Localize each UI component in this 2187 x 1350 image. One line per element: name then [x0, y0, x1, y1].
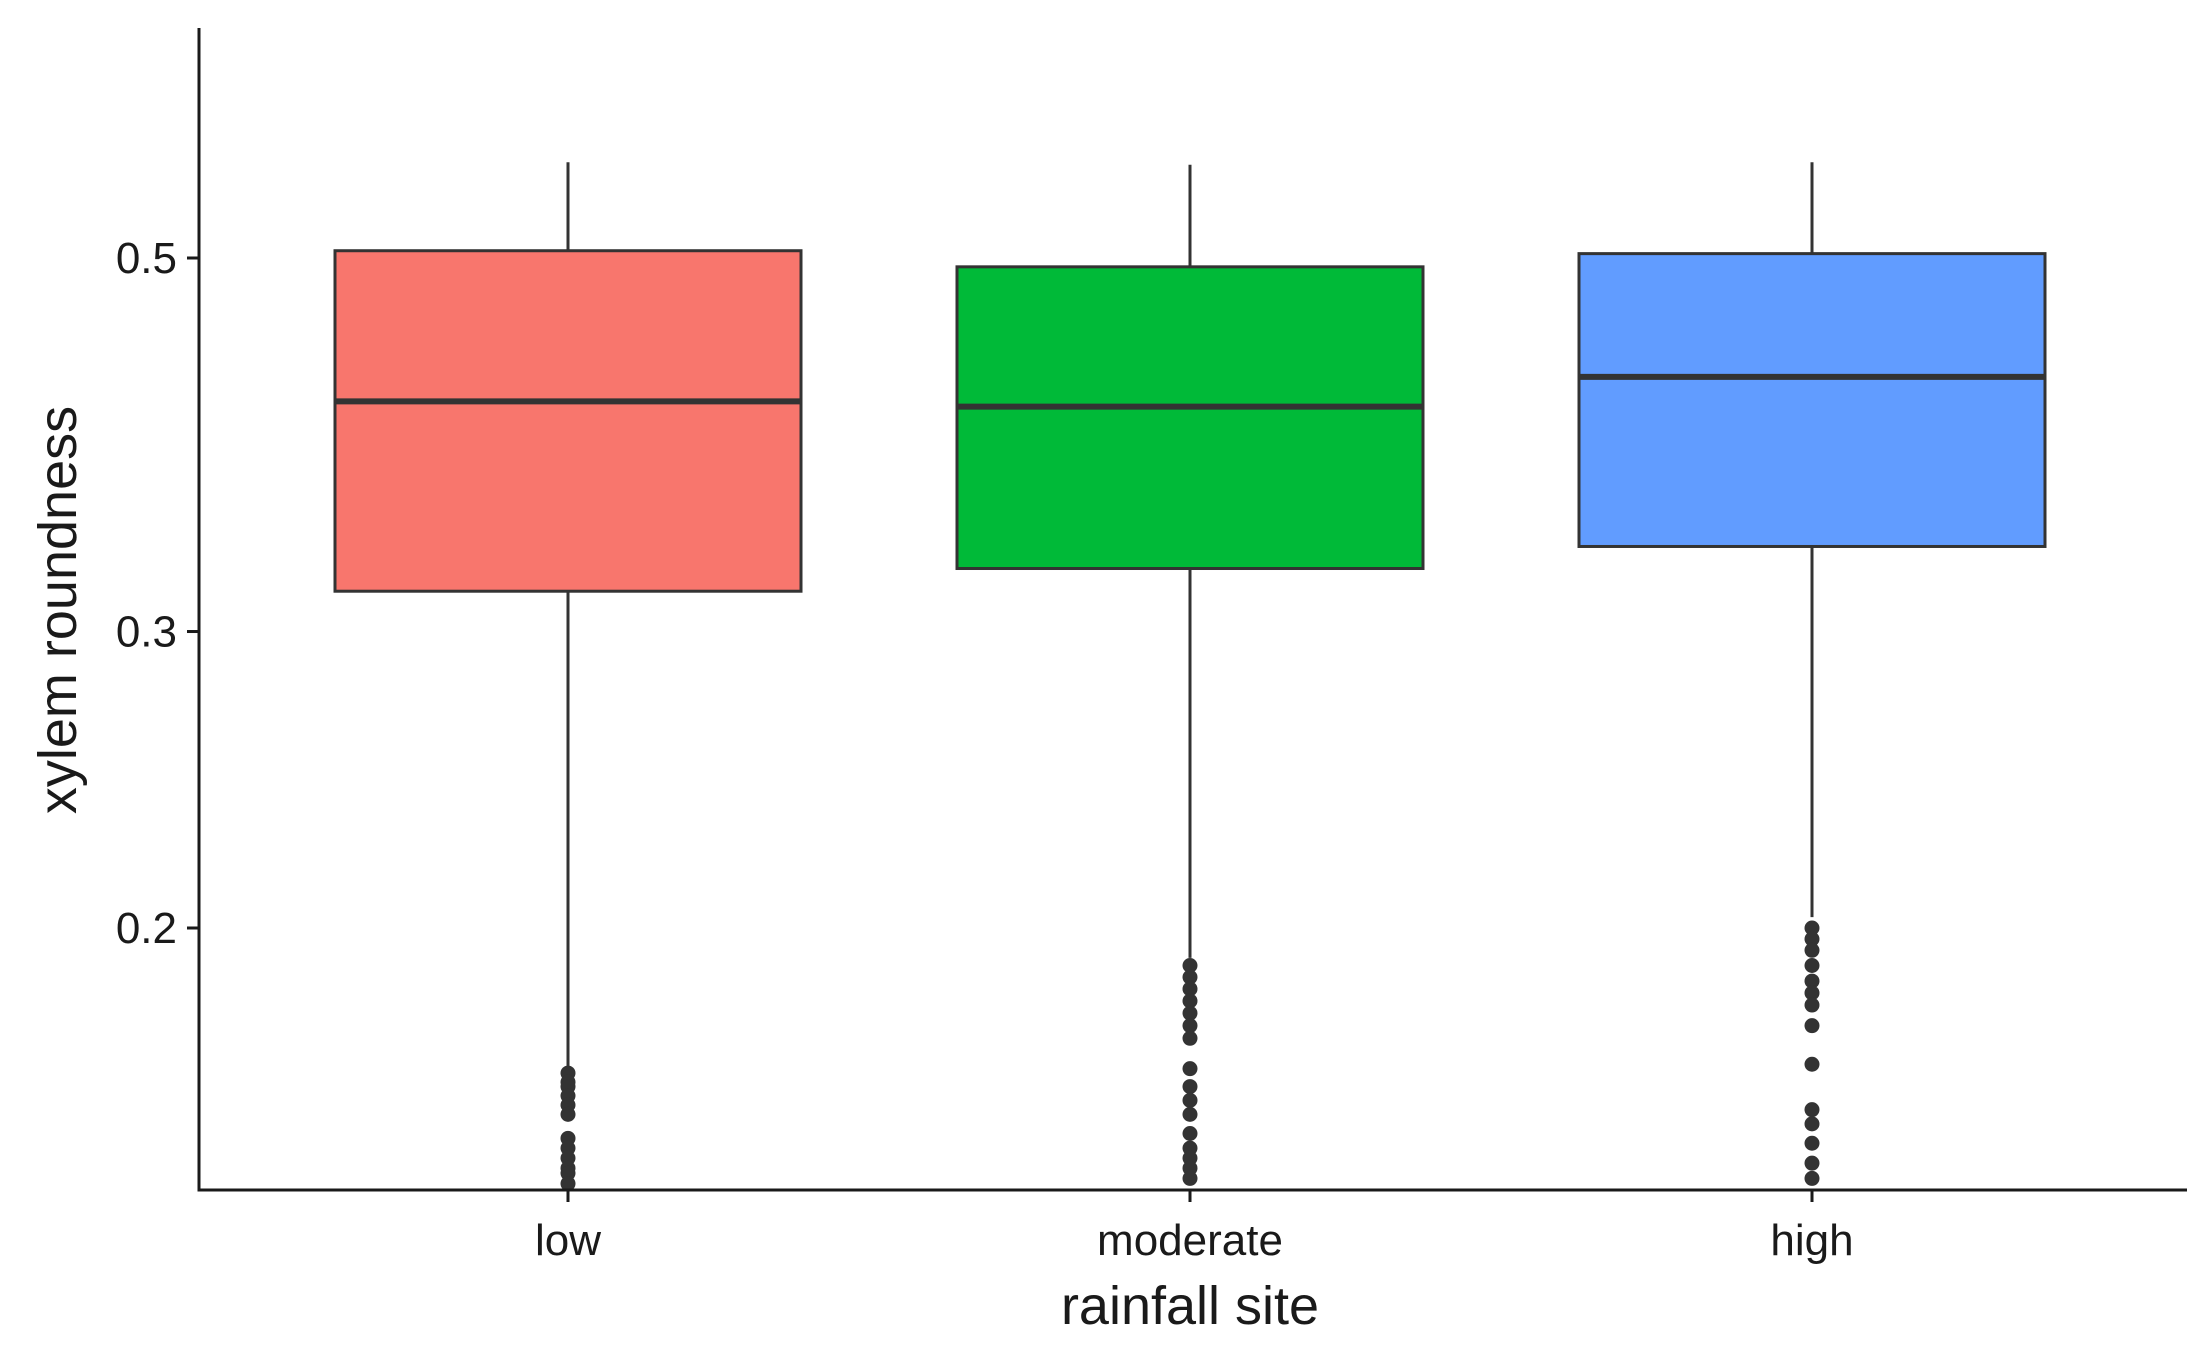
y-tick-label: 0.2: [116, 904, 177, 953]
x-axis-title: rainfall site: [1061, 1276, 1319, 1336]
x-tick-label: moderate: [1097, 1216, 1283, 1265]
outlier-point: [1804, 942, 1820, 958]
y-tick-label: 0.5: [116, 234, 177, 283]
outlier-point: [1804, 985, 1820, 1001]
outlier-point: [1182, 958, 1198, 974]
box-low: [333, 162, 803, 1192]
outlier-point: [1182, 1061, 1198, 1077]
outlier-point: [1804, 973, 1820, 989]
outlier-point: [1182, 993, 1198, 1009]
box-iqr: [1577, 252, 2047, 548]
outlier-point: [1182, 1030, 1198, 1046]
outlier-point: [1804, 931, 1820, 947]
outlier-point: [1182, 969, 1198, 985]
box-moderate: [955, 164, 1425, 1186]
outlier-point: [1804, 1135, 1820, 1151]
outlier-point: [1182, 1079, 1198, 1095]
outlier-point: [1182, 1106, 1198, 1122]
y-tick-label: 0.3: [116, 608, 177, 657]
box-iqr: [333, 249, 803, 593]
box-iqr: [955, 265, 1425, 571]
outlier-point: [1804, 1102, 1820, 1118]
outlier-point: [1182, 1005, 1198, 1021]
x-axis-ticks: low moderate high: [535, 1190, 1854, 1265]
outlier-point: [1182, 1125, 1198, 1141]
outlier-point: [1804, 997, 1820, 1013]
outlier-point: [1182, 1092, 1198, 1108]
y-axis-title: xylem roundness: [28, 406, 88, 814]
x-tick-label: high: [1770, 1216, 1853, 1265]
outlier-point: [1182, 981, 1198, 997]
outlier-point: [1804, 920, 1820, 936]
plot-area: [333, 162, 2047, 1192]
outlier-point: [560, 1165, 576, 1181]
outlier-point: [560, 1176, 576, 1192]
outlier-point: [1804, 1155, 1820, 1171]
outlier-point: [560, 1106, 576, 1122]
x-tick-label: low: [535, 1216, 601, 1265]
outlier-point: [1804, 1116, 1820, 1132]
outlier-point: [1804, 1056, 1820, 1072]
y-axis-ticks: 0.2 0.3 0.5: [116, 234, 199, 953]
outlier-point: [1804, 1018, 1820, 1034]
box-high: [1577, 162, 2047, 1186]
outlier-point: [1182, 1018, 1198, 1034]
outlier-point: [1804, 1170, 1820, 1186]
outlier-point: [1182, 1170, 1198, 1186]
outlier-point: [1804, 958, 1820, 974]
